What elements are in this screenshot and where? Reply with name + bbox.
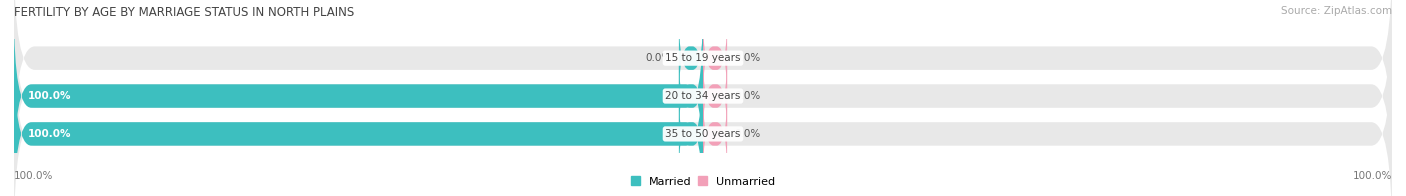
FancyBboxPatch shape [14,32,1392,196]
FancyBboxPatch shape [703,13,727,103]
Text: Source: ZipAtlas.com: Source: ZipAtlas.com [1281,6,1392,16]
Text: 15 to 19 years: 15 to 19 years [665,53,741,63]
Legend: Married, Unmarried: Married, Unmarried [631,176,775,187]
FancyBboxPatch shape [679,89,703,179]
FancyBboxPatch shape [679,51,703,141]
FancyBboxPatch shape [703,51,727,141]
FancyBboxPatch shape [679,13,703,103]
Text: 35 to 50 years: 35 to 50 years [665,129,741,139]
Text: 20 to 34 years: 20 to 34 years [665,91,741,101]
Text: 100.0%: 100.0% [1353,171,1392,181]
FancyBboxPatch shape [14,51,703,196]
Text: FERTILITY BY AGE BY MARRIAGE STATUS IN NORTH PLAINS: FERTILITY BY AGE BY MARRIAGE STATUS IN N… [14,6,354,19]
Text: 0.0%: 0.0% [734,129,761,139]
FancyBboxPatch shape [703,89,727,179]
Text: 0.0%: 0.0% [734,91,761,101]
Text: 100.0%: 100.0% [28,129,72,139]
Text: 100.0%: 100.0% [28,91,72,101]
FancyBboxPatch shape [14,0,1392,160]
Text: 0.0%: 0.0% [645,53,672,63]
FancyBboxPatch shape [14,13,703,179]
Text: 0.0%: 0.0% [734,53,761,63]
FancyBboxPatch shape [14,0,1392,196]
Text: 100.0%: 100.0% [14,171,53,181]
